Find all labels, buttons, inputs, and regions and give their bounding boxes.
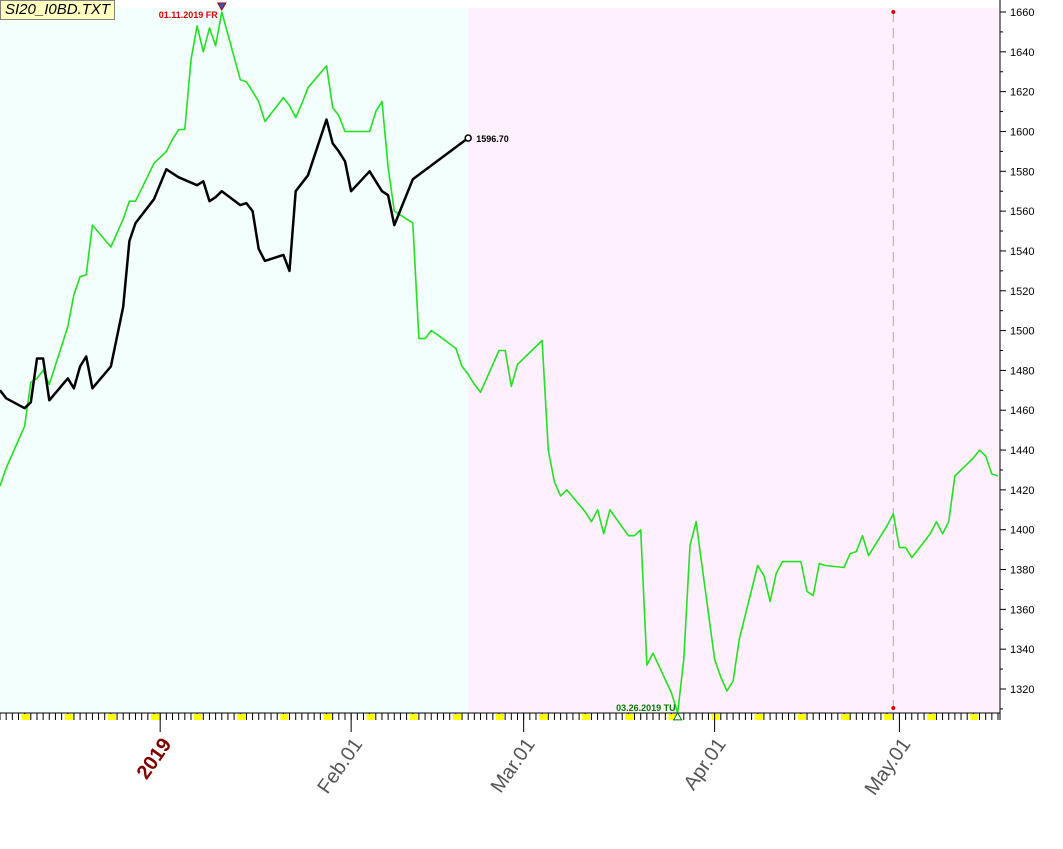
y-tick-label: 1540 [1010,246,1034,258]
y-tick-label: 1660 [1010,7,1034,19]
past-background [0,8,469,712]
series-layer [0,11,999,714]
week-marker [496,714,504,720]
green-series-line [0,11,999,714]
week-marker [107,714,116,720]
week-marker [21,714,30,720]
week-marker [539,714,548,720]
x-axis: 2019 Feb.01 Mar.01 Apr.01 May.01 [0,712,1000,799]
high-date-label: 01.11.2019 FR [159,10,219,20]
week-marker [797,714,806,720]
file-name-label: SI20_I0BD.TXT [0,0,116,20]
week-marker [711,714,720,720]
week-marker [927,714,936,720]
week-marker [970,714,979,720]
future-background [468,8,1001,712]
week-marker [840,714,849,720]
x-tick-label: 2019 [133,734,177,783]
last-value-label: 1596.70 [476,134,509,144]
week-marker [452,714,461,720]
low-arrow-icon [672,711,683,721]
high-arrow-icon [216,2,227,12]
last-value-dot [464,134,472,142]
week-marker [625,714,634,720]
week-marker [366,714,375,720]
x-tick-label: Apr.01 [680,734,731,794]
date-marker [891,10,896,710]
x-tick-label: Feb.01 [314,734,368,798]
week-marker [884,714,893,720]
y-tick-label: 1420 [1010,485,1034,497]
week-marker [323,714,332,720]
x-tick-label: May.01 [861,734,916,799]
y-tick-label: 1580 [1010,166,1034,178]
annotations-layer: 01.11.2019 FR 03.26.2019 TU 1596.70 [159,2,683,721]
y-tick-label: 1320 [1010,684,1034,696]
week-marker [64,714,73,720]
y-tick-label: 1400 [1010,525,1034,537]
week-marker [151,714,160,720]
y-tick-label: 1460 [1010,405,1034,417]
week-marker [409,714,418,720]
week-marker [194,714,203,720]
y-tick-label: 1560 [1010,206,1034,218]
y-tick-label: 1340 [1010,644,1034,656]
week-marker [668,714,677,720]
y-tick-label: 1620 [1010,87,1034,99]
marker-top-dot [891,10,896,14]
y-axis: 1660 1640 1620 1600 1580 1560 1540 1520 1500 1480… [999,0,1034,720]
y-tick-label: 1520 [1010,286,1034,298]
week-marker [582,714,591,720]
y-tick-label: 1440 [1010,445,1034,457]
black-series-line [0,118,469,410]
marker-bottom-dot [891,706,896,710]
week-marker [237,714,246,720]
week-marker [280,714,289,720]
low-date-label: 03.26.2019 TU [616,703,676,713]
y-tick-label: 1380 [1010,565,1034,577]
y-tick-label: 1640 [1010,47,1034,59]
y-tick-label: 1600 [1010,126,1034,138]
y-tick-label: 1500 [1010,326,1034,338]
y-tick-label: 1360 [1010,604,1034,616]
y-tick-label: 1480 [1010,365,1034,377]
x-tick-label: Mar.01 [487,734,540,797]
week-marker [754,714,763,720]
